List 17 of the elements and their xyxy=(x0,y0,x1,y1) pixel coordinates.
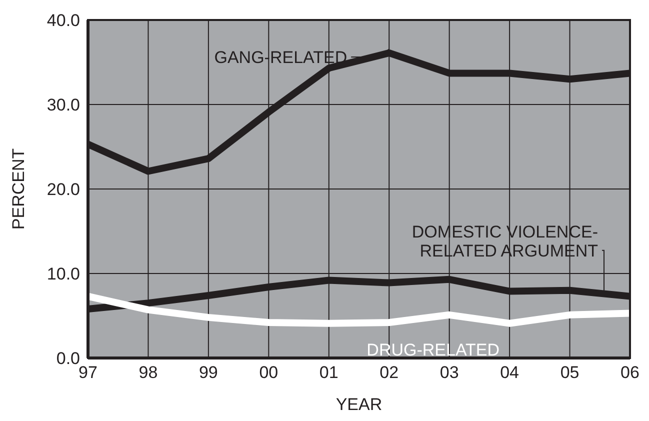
x-tick-label: 97 xyxy=(78,363,98,382)
y-tick-label: 10.0 xyxy=(46,264,80,284)
x-tick-label: 00 xyxy=(259,363,278,382)
x-tick-label: 98 xyxy=(138,363,158,382)
y-axis-title: PERCENT xyxy=(9,148,28,230)
y-tick-label: 20.0 xyxy=(46,180,80,200)
x-tick-label: 04 xyxy=(500,363,520,382)
y-tick-label: 40.0 xyxy=(46,11,80,30)
x-tick-label: 05 xyxy=(560,363,580,382)
x-tick-label: 03 xyxy=(440,363,459,382)
x-tick-label: 06 xyxy=(620,363,640,382)
x-tick-label: 01 xyxy=(319,363,338,382)
x-tick-label: 99 xyxy=(198,363,218,382)
x-axis-title: YEAR xyxy=(336,395,382,414)
x-tick-label: 02 xyxy=(380,363,399,382)
y-tick-label: 0.0 xyxy=(56,349,80,368)
y-tick-label: 30.0 xyxy=(46,96,80,115)
